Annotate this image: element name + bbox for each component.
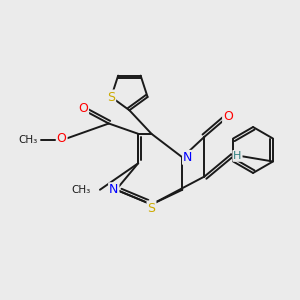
Text: H: H xyxy=(233,151,242,161)
Text: N: N xyxy=(109,183,119,196)
Text: N: N xyxy=(183,151,192,164)
Text: O: O xyxy=(223,110,233,123)
Text: O: O xyxy=(57,132,67,145)
Text: S: S xyxy=(148,202,155,214)
Text: CH₃: CH₃ xyxy=(19,135,38,145)
Text: CH₃: CH₃ xyxy=(72,185,91,195)
Text: O: O xyxy=(78,102,88,115)
Text: S: S xyxy=(107,91,115,103)
